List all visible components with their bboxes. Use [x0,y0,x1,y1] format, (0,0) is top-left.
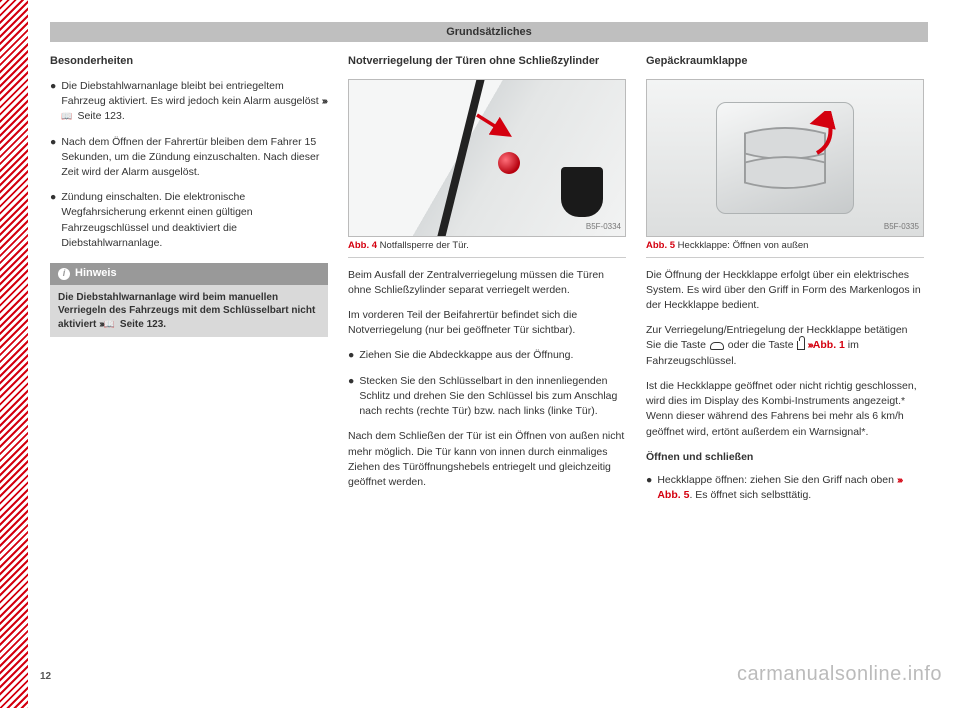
col1-b1-end: . [122,110,125,122]
note-header-text: Hinweis [75,266,117,282]
col2-p3: Nach dem Schließen der Tür ist ein Öffne… [348,429,626,490]
note-header: i Hinweis [50,263,328,285]
page-number: 12 [40,671,51,682]
col2-b2-text: Stecken Sie den Schlüsselbart in den inn… [359,374,626,420]
fig4-arrow-icon [473,111,523,141]
col1-b2-text: Nach dem Öffnen der Fahrertür bleiben de… [61,135,328,181]
note-body-pre: Die Diebstahlwarnanlage wird beim manuel… [58,292,315,330]
fig4-caption: Abb. 4 Notfallsperre der Tür. [348,239,626,258]
note-body: Die Diebstahlwarnanlage wird beim manuel… [50,285,328,338]
col1-bullet-1: Die Diebstahlwarnanlage bleibt bei entri… [50,79,328,125]
fig5-badge [716,102,854,214]
fig4-red-dot [498,152,520,174]
col1-b3-text: Zündung einschalten. Die elektronische W… [61,190,328,251]
note-body-end: . [163,319,166,330]
figure-5: B5F-0335 [646,79,924,237]
col2-bullet-1: Ziehen Sie die Abdeckkappe aus der Öffnu… [348,348,626,363]
col1-bullet-3: Zündung einschalten. Die elektronische W… [50,190,328,251]
column-3: Gepäckraumklappe [646,54,924,513]
fig5-abb: Abb. 5 [646,240,675,251]
column-2: Notverriegelung der Türen ohne Schließzy… [348,54,626,513]
col2-p2: Im vorderen Teil der Beifahrertür befind… [348,308,626,338]
col2-p1: Beim Ausfall der Zentralverriegelung müs… [348,268,626,298]
col3-p1: Die Öffnung der Heckklappe erfolgt über … [646,268,924,314]
columns: Besonderheiten Die Diebstahlwarnanlage b… [50,54,928,513]
col1-b1-text: Die Diebstahlwarnanlage bleibt bei entri… [61,80,321,107]
col3-bullet-1: Heckklappe öffnen: ziehen Sie den Griff … [646,473,924,503]
col3-p2-ref: Abb. 1 [813,339,845,351]
col3-p2: Zur Verriegelung/Entriegelung der Heckkl… [646,323,924,369]
book-icon [104,319,117,330]
page-content: Grundsätzliches Besonderheiten Die Diebs… [50,22,928,513]
col1-b1-ref: Seite 123 [75,110,122,122]
fig4-caption-text: Notfallsperre der Tür. [377,240,469,251]
col3-b1-a: Heckklappe öffnen: ziehen Sie den Griff … [657,474,897,486]
col1-bullet-2: Nach dem Öffnen der Fahrertür bleiben de… [50,135,328,181]
col2-title: Notverriegelung der Türen ohne Schließzy… [348,54,626,69]
fig4-abb: Abb. 4 [348,240,377,251]
fig4-label: B5F-0334 [586,221,621,233]
note-body-ref: Seite 123 [117,319,163,330]
col3-subtitle: Öffnen und schließen [646,450,924,465]
col3-p2-b: oder die Taste [725,339,797,351]
col2-b1-text: Ziehen Sie die Abdeckkappe aus der Öffnu… [359,348,573,363]
column-1: Besonderheiten Die Diebstahlwarnanlage b… [50,54,328,513]
page-header: Grundsätzliches [50,22,928,42]
col3-b1-b: . Es öffnet sich selbsttätig. [689,489,811,501]
col3-p3: Ist die Heckklappe geöffnet oder nicht r… [646,379,924,440]
col3-title: Gepäckraumklappe [646,54,924,69]
note-box: i Hinweis Die Diebstahlwarnanlage wird b… [50,263,328,337]
fig5-arrow-icon [807,111,841,157]
fig4-black-part [561,167,603,217]
col3-b1-ref: Abb. 5 [657,489,689,501]
figure-4: B5F-0334 [348,79,626,237]
fig5-caption-text: Heckklappe: Öffnen von außen [675,240,808,251]
link-arrows: ››› [322,95,327,107]
book-icon [61,110,74,122]
link-arrows: ››› [897,474,902,486]
trunk-button-icon [710,342,724,350]
margin-stripes [0,0,28,708]
info-icon: i [58,268,70,280]
fig5-caption: Abb. 5 Heckklappe: Öffnen von außen [646,239,924,258]
lock-icon [797,341,805,350]
col2-bullet-2: Stecken Sie den Schlüsselbart in den inn… [348,374,626,420]
watermark: carmanualsonline.info [737,663,942,686]
fig5-label: B5F-0335 [884,221,919,233]
col1-title: Besonderheiten [50,54,328,69]
